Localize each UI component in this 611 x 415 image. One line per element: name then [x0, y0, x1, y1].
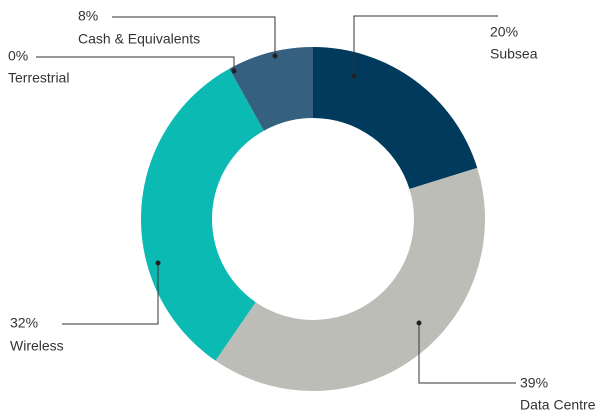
- leader-dot: [231, 68, 237, 74]
- value-label: 8%: [78, 8, 98, 24]
- leader-line: [112, 16, 276, 56]
- category-label: Terrestrial: [8, 70, 69, 86]
- leader-dot: [272, 53, 278, 59]
- value-label: 20%: [490, 24, 518, 40]
- donut-slice: [215, 167, 485, 391]
- donut-slice: [140, 68, 264, 361]
- leader-dot: [155, 260, 161, 266]
- category-label: Wireless: [10, 338, 64, 354]
- leader-line: [62, 263, 159, 325]
- leader-line: [353, 15, 498, 76]
- leader-line: [36, 56, 235, 71]
- value-label: 0%: [8, 48, 28, 64]
- donut-slice: [313, 47, 478, 190]
- category-label: Data Centre: [520, 397, 596, 413]
- category-label: Subsea: [490, 46, 538, 62]
- leader-dot: [351, 73, 357, 79]
- category-label: Cash & Equivalents: [78, 31, 200, 47]
- leader-dot: [416, 320, 422, 326]
- value-label: 32%: [10, 315, 38, 331]
- value-label: 39%: [520, 375, 548, 391]
- donut-slice: [229, 47, 313, 131]
- leader-line: [418, 323, 516, 384]
